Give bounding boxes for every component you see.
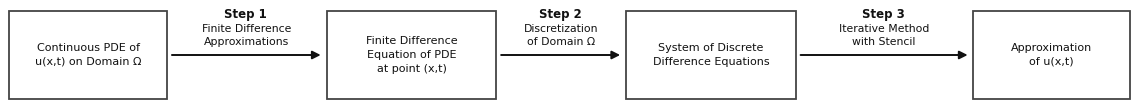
Bar: [973, 11, 1130, 99]
Text: Step 1: Step 1: [224, 8, 267, 21]
Text: Finite Difference
Approximations: Finite Difference Approximations: [201, 24, 291, 47]
Bar: [9, 11, 167, 99]
Text: System of Discrete
Difference Equations: System of Discrete Difference Equations: [653, 43, 769, 67]
Bar: [327, 11, 496, 99]
Text: Iterative Method
with Stencil: Iterative Method with Stencil: [839, 24, 929, 47]
Text: Discretization
of Domain Ω: Discretization of Domain Ω: [523, 24, 598, 47]
Text: Continuous PDE of
u(x,t) on Domain Ω: Continuous PDE of u(x,t) on Domain Ω: [34, 43, 142, 67]
Text: Finite Difference
Equation of PDE
at point (x,t): Finite Difference Equation of PDE at poi…: [366, 36, 457, 74]
Bar: [626, 11, 796, 99]
Text: Approximation
of u(x,t): Approximation of u(x,t): [1010, 43, 1093, 67]
Text: Step 3: Step 3: [862, 8, 905, 21]
Text: Step 2: Step 2: [538, 8, 582, 21]
